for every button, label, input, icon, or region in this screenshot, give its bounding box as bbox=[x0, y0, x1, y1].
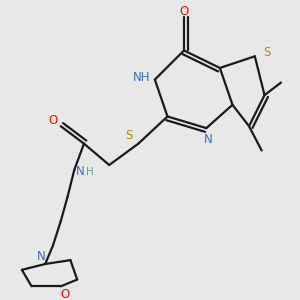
Text: S: S bbox=[263, 46, 270, 59]
Text: N: N bbox=[76, 165, 85, 178]
Text: H: H bbox=[86, 167, 94, 177]
Text: S: S bbox=[125, 129, 132, 142]
Text: O: O bbox=[48, 114, 58, 127]
Text: N: N bbox=[37, 250, 46, 263]
Text: N: N bbox=[204, 133, 213, 146]
Text: NH: NH bbox=[133, 71, 150, 84]
Text: O: O bbox=[60, 288, 69, 300]
Text: O: O bbox=[179, 5, 189, 18]
